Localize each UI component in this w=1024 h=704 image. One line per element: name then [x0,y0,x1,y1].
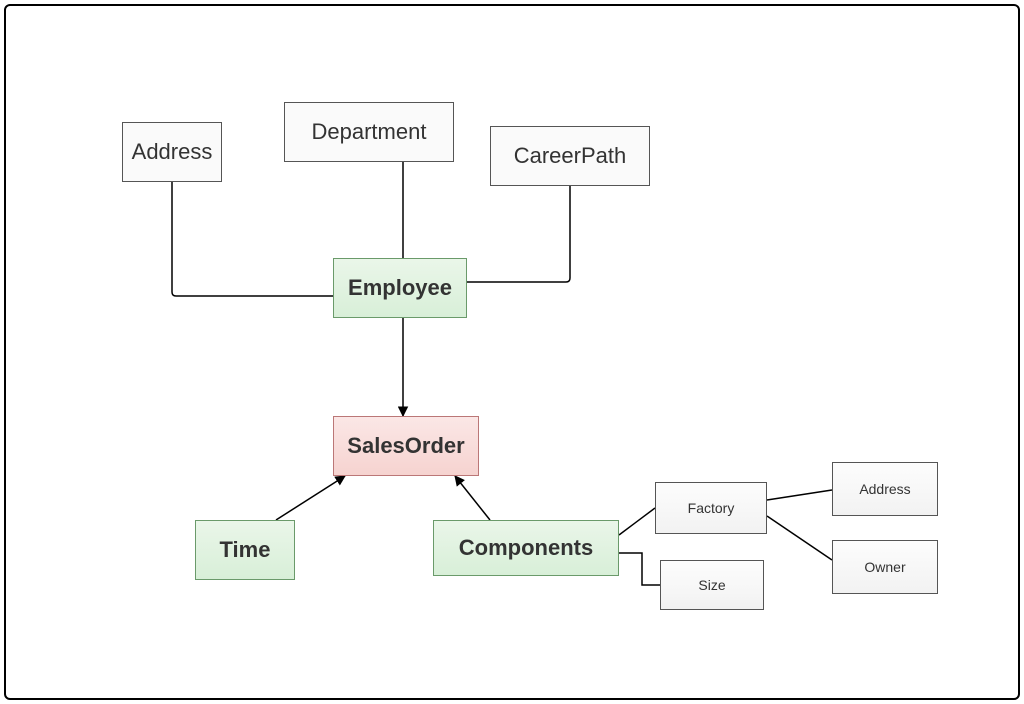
node-label-address: Address [132,139,213,165]
node-address: Address [122,122,222,182]
node-label-salesorder: SalesOrder [347,433,464,459]
node-careerpath: CareerPath [490,126,650,186]
diagram-frame [4,4,1020,700]
node-label-careerpath: CareerPath [514,143,627,169]
node-label-department: Department [312,119,427,145]
node-address2: Address [832,462,938,516]
node-label-employee: Employee [348,275,452,301]
node-label-size: Size [698,577,725,593]
node-components: Components [433,520,619,576]
node-salesorder: SalesOrder [333,416,479,476]
node-owner: Owner [832,540,938,594]
node-label-address2: Address [859,481,910,497]
node-time: Time [195,520,295,580]
node-department: Department [284,102,454,162]
node-employee: Employee [333,258,467,318]
node-label-owner: Owner [864,559,905,575]
node-label-time: Time [220,537,271,563]
node-factory: Factory [655,482,767,534]
node-label-factory: Factory [688,500,735,516]
node-size: Size [660,560,764,610]
node-label-components: Components [459,535,593,561]
